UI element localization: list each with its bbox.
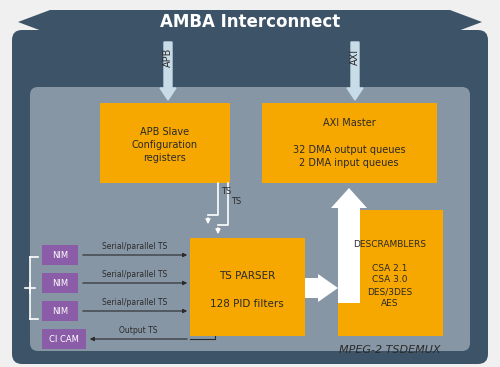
Polygon shape bbox=[18, 10, 50, 34]
Text: Serial/parallel TS: Serial/parallel TS bbox=[102, 270, 168, 279]
FancyBboxPatch shape bbox=[12, 30, 488, 364]
Polygon shape bbox=[331, 188, 367, 303]
Bar bbox=[190, 238, 305, 336]
Text: APB Slave
Configuration
registers: APB Slave Configuration registers bbox=[132, 127, 198, 163]
Text: Output TS: Output TS bbox=[119, 326, 157, 335]
Text: TS: TS bbox=[221, 186, 231, 196]
Text: AMBA Interconnect: AMBA Interconnect bbox=[160, 13, 340, 31]
Bar bbox=[42, 329, 86, 349]
Polygon shape bbox=[305, 274, 338, 302]
Polygon shape bbox=[160, 42, 176, 100]
Text: NIM: NIM bbox=[52, 279, 68, 287]
Text: TS: TS bbox=[231, 196, 241, 206]
Bar bbox=[50, 10, 450, 34]
Text: TS PARSER

128 PID filters: TS PARSER 128 PID filters bbox=[210, 271, 284, 309]
Text: DESCRAMBLERS

CSA 2.1
CSA 3.0
DES/3DES
AES: DESCRAMBLERS CSA 2.1 CSA 3.0 DES/3DES AE… bbox=[354, 240, 426, 308]
Text: APB: APB bbox=[163, 47, 173, 67]
Bar bbox=[338, 210, 443, 336]
Bar bbox=[100, 103, 230, 183]
Text: Serial/parallel TS: Serial/parallel TS bbox=[102, 298, 168, 307]
Text: CI CAM: CI CAM bbox=[49, 334, 79, 344]
FancyBboxPatch shape bbox=[30, 87, 470, 351]
Bar bbox=[42, 245, 78, 265]
Text: AXI: AXI bbox=[350, 49, 360, 65]
Polygon shape bbox=[347, 42, 363, 100]
Text: AXI Master

32 DMA output queues
2 DMA input queues: AXI Master 32 DMA output queues 2 DMA in… bbox=[292, 118, 406, 168]
Polygon shape bbox=[450, 10, 482, 34]
Text: Serial/parallel TS: Serial/parallel TS bbox=[102, 242, 168, 251]
Text: MPEG-2 TSDEMUX: MPEG-2 TSDEMUX bbox=[339, 345, 441, 355]
Text: NIM: NIM bbox=[52, 251, 68, 259]
Bar bbox=[262, 103, 437, 183]
Bar bbox=[42, 301, 78, 321]
Text: NIM: NIM bbox=[52, 306, 68, 316]
Bar bbox=[42, 273, 78, 293]
